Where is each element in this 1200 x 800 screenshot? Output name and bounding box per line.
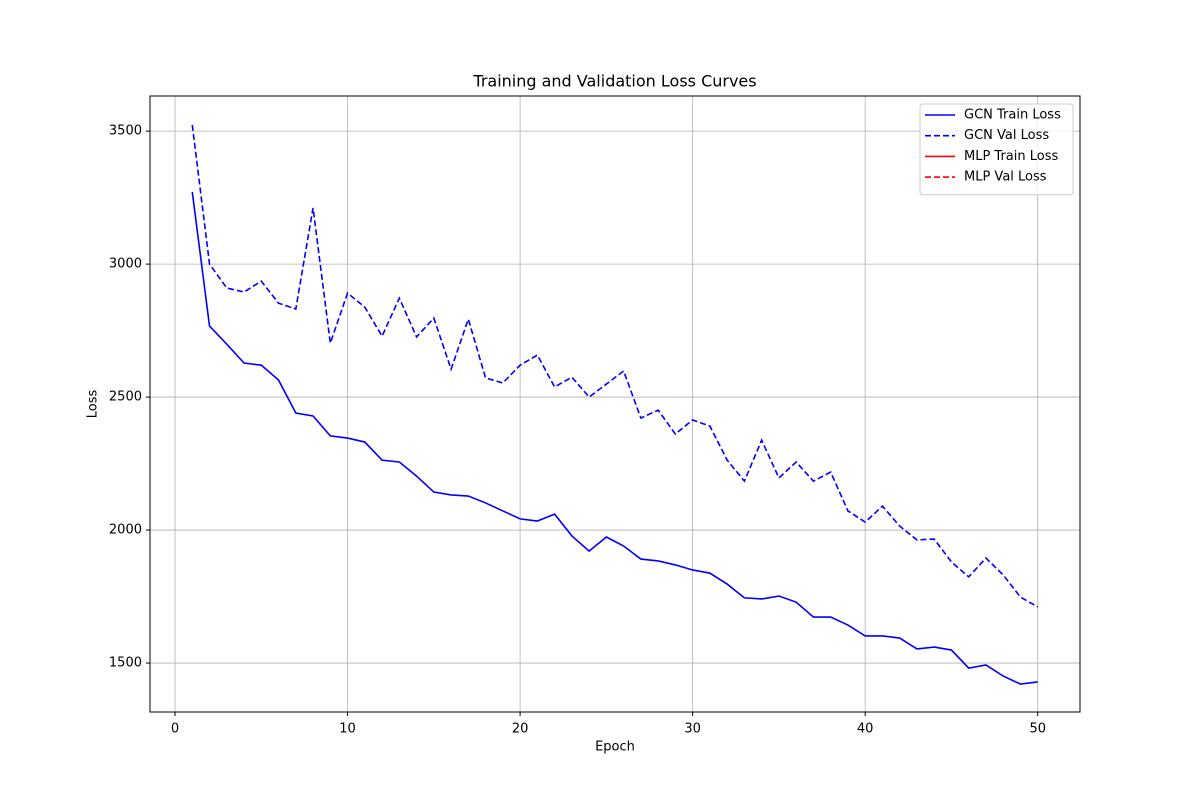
series-line [191,124,1039,608]
x-axis-label: Epoch [595,740,635,755]
legend-label: MLP Val Loss [964,170,1047,185]
series-line [191,191,1038,685]
chart-title: Training and Validation Loss Curves [472,72,756,91]
legend-box [919,103,1074,196]
y-axis-label: Loss [86,390,101,419]
legend-label: GCN Val Loss [964,128,1049,143]
plot-frame [149,95,1081,713]
y-tick-label: 3500 [109,124,142,139]
legend-label: MLP Train Loss [964,149,1058,164]
y-tick-label: 2500 [109,390,142,405]
x-tick-label: 40 [857,722,874,737]
y-tick-label: 1500 [109,656,142,671]
x-tick-label: 10 [339,722,356,737]
legend-label: GCN Train Loss [964,108,1061,123]
x-tick-label: 50 [1029,722,1046,737]
y-tick-label: 3000 [109,257,142,272]
x-tick-label: 30 [684,722,701,737]
y-tick-label: 2000 [109,523,142,538]
x-tick-label: 0 [171,722,179,737]
x-tick-label: 20 [512,722,529,737]
